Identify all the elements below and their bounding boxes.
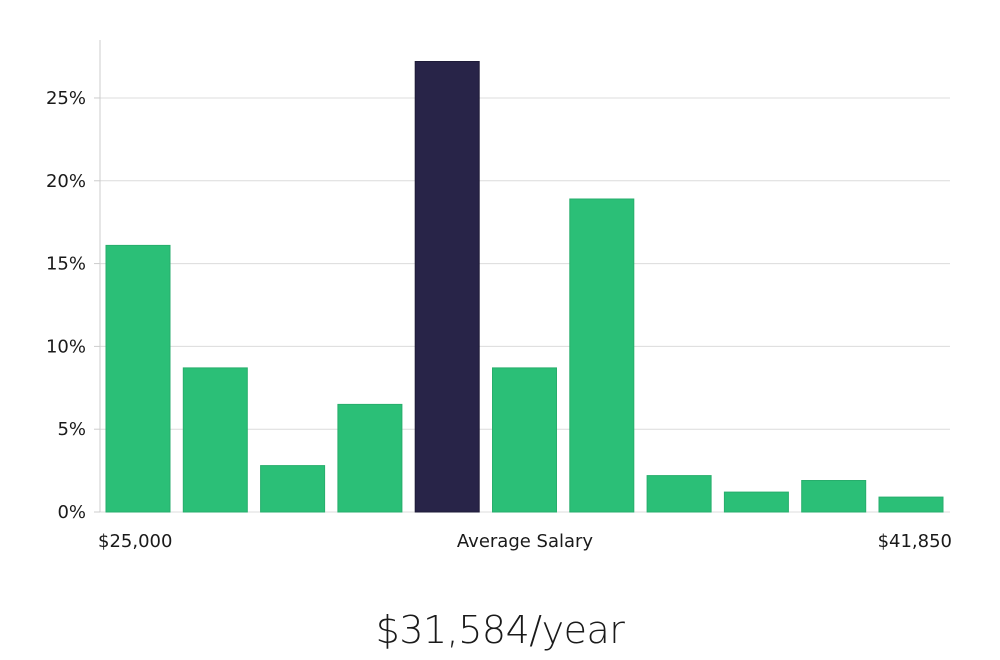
bar bbox=[878, 496, 944, 513]
bar bbox=[492, 367, 557, 513]
y-tick-label: 20% bbox=[46, 171, 86, 192]
bar bbox=[260, 465, 326, 513]
bar bbox=[569, 198, 635, 513]
y-tick-labels: 0% 5% 10% 15% 20% 25% bbox=[46, 88, 86, 523]
y-tick-label: 5% bbox=[57, 419, 86, 440]
bar bbox=[105, 244, 171, 513]
x-range-min-label: $25,000 bbox=[98, 531, 172, 552]
bar bbox=[723, 491, 789, 513]
bars bbox=[105, 61, 944, 513]
bar-average-salary bbox=[414, 61, 480, 513]
y-tick-label: 10% bbox=[46, 336, 86, 357]
bar bbox=[646, 475, 712, 513]
bar bbox=[337, 403, 403, 513]
x-range-max-label: $41,850 bbox=[878, 531, 952, 552]
y-tick-label: 25% bbox=[46, 88, 86, 109]
bar bbox=[801, 480, 867, 513]
average-salary-value: $31,584/year bbox=[375, 608, 625, 652]
salary-histogram-chart: 0%5%10%15%20%25% $25,000 Average Salary … bbox=[46, 40, 952, 552]
y-tick-label: 15% bbox=[46, 254, 86, 275]
bar bbox=[182, 367, 248, 513]
y-tick-label: 0% bbox=[57, 502, 86, 523]
x-axis-label: Average Salary bbox=[457, 531, 594, 552]
